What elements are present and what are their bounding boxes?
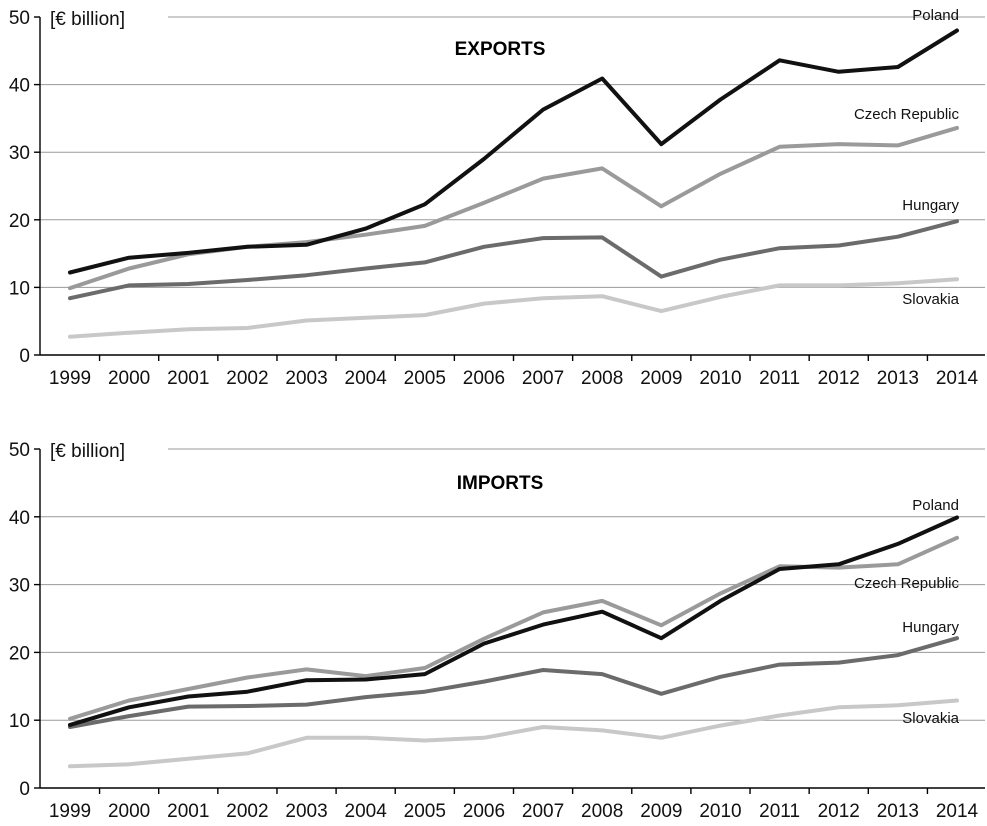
imports-x-tick-label: 2011 xyxy=(759,801,800,821)
exports-x-tick-label: 2010 xyxy=(699,368,741,389)
imports-x-tick-label: 2004 xyxy=(345,801,388,821)
imports-y-tick-label: 30 xyxy=(9,576,30,597)
imports-title: IMPORTS xyxy=(457,473,544,494)
exports-x-tick-label: 2000 xyxy=(108,368,150,389)
exports-series-label-poland: Poland xyxy=(912,7,959,24)
exports-x-tick-label: 2004 xyxy=(345,368,388,389)
exports-y-tick-label: 50 xyxy=(9,8,30,29)
imports-line-poland xyxy=(68,515,959,727)
exports-x-tick-label: 2012 xyxy=(818,368,860,389)
imports-x-tick-label: 2006 xyxy=(463,801,505,821)
imports-unit-label-bg xyxy=(44,439,164,461)
imports-line-hungary xyxy=(68,636,959,729)
imports-x-tick-label: 2008 xyxy=(581,801,623,821)
exports-x-tick-label: 2011 xyxy=(759,368,800,389)
exports-x-tick-label: 2006 xyxy=(463,368,505,389)
exports-unit-label-bg xyxy=(44,7,164,29)
exports-x-tick-label: 2002 xyxy=(226,368,268,389)
imports-x-tick-label: 2014 xyxy=(936,801,979,821)
exports-x-tick-label: 2007 xyxy=(522,368,564,389)
imports-panel: [€ billion] IMPORTS 0 10 20 30 40 50 1999 2000 2… xyxy=(9,439,985,822)
exports-x-tick-label: 2005 xyxy=(404,368,446,389)
exports-line-slovakia xyxy=(68,277,959,339)
imports-x-tick-label: 2005 xyxy=(404,801,446,821)
imports-series-label-czech-republic: Czech Republic xyxy=(854,575,960,592)
exports-x-tick-label: 2013 xyxy=(877,368,919,389)
exports-y-tick-label: 30 xyxy=(9,143,30,164)
exports-title: EXPORTS xyxy=(455,39,546,60)
imports-y-tick-label: 40 xyxy=(9,508,30,529)
imports-x-tick-label: 2013 xyxy=(877,801,919,821)
imports-y-tick-label: 0 xyxy=(19,779,30,800)
imports-x-tick-label: 2000 xyxy=(108,801,150,821)
exports-x-tick-label: 2003 xyxy=(285,368,327,389)
exports-unit-label: [€ billion] xyxy=(50,9,125,30)
imports-unit-label: [€ billion] xyxy=(50,441,125,462)
imports-x-tick-label: 2010 xyxy=(699,801,741,821)
imports-series-label-hungary: Hungary xyxy=(902,619,959,636)
imports-series-label-poland: Poland xyxy=(912,497,959,514)
exports-series-label-slovakia: Slovakia xyxy=(902,291,959,308)
imports-y-tick-label: 10 xyxy=(9,711,30,732)
exports-x-tick-label: 2008 xyxy=(581,368,623,389)
exports-line-hungary xyxy=(68,219,959,301)
imports-y-tick-label: 20 xyxy=(9,643,30,664)
exports-series-label-hungary: Hungary xyxy=(902,197,959,214)
imports-x-tick-label: 2012 xyxy=(818,801,860,821)
exports-x-tick-label: 2001 xyxy=(167,368,209,389)
imports-x-tick-label: 1999 xyxy=(49,801,91,821)
imports-series-label-slovakia: Slovakia xyxy=(902,710,959,727)
imports-x-tick-label: 2001 xyxy=(167,801,209,821)
exports-line-poland xyxy=(68,28,959,275)
exports-y-tick-label: 40 xyxy=(9,76,30,97)
exports-y-tick-label: 0 xyxy=(19,346,30,367)
imports-x-tick-label: 2007 xyxy=(522,801,564,821)
imports-x-tick-label: 2009 xyxy=(640,801,682,821)
exports-panel: [€ billion] EXPORTS 0 10 20 30 40 50 1999 2000 2… xyxy=(9,7,985,389)
imports-y-tick-label: 50 xyxy=(9,440,30,461)
exports-y-tick-label: 10 xyxy=(9,278,30,299)
exports-x-tick-label: 2009 xyxy=(640,368,682,389)
exports-series-label-czech-republic: Czech Republic xyxy=(854,106,960,123)
imports-x-tick-label: 2003 xyxy=(285,801,327,821)
imports-line-slovakia xyxy=(68,698,959,769)
exports-x-tick-label: 1999 xyxy=(49,368,91,389)
imports-x-tick-label: 2002 xyxy=(226,801,268,821)
exports-x-tick-label: 2014 xyxy=(936,368,979,389)
exports-y-tick-label: 20 xyxy=(9,211,30,232)
